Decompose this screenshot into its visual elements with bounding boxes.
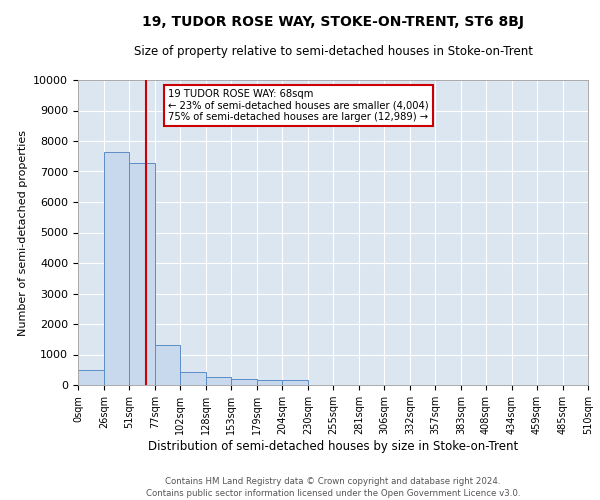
Bar <box>180 372 206 385</box>
Bar <box>155 346 180 385</box>
Text: 19, TUDOR ROSE WAY, STOKE-ON-TRENT, ST6 8BJ: 19, TUDOR ROSE WAY, STOKE-ON-TRENT, ST6 … <box>142 15 524 29</box>
Bar <box>206 378 231 385</box>
Text: Contains HM Land Registry data © Crown copyright and database right 2024.: Contains HM Land Registry data © Crown c… <box>165 478 501 486</box>
Text: Contains public sector information licensed under the Open Government Licence v3: Contains public sector information licen… <box>146 489 520 498</box>
Bar <box>231 379 257 385</box>
Bar <box>78 370 104 385</box>
Text: 19 TUDOR ROSE WAY: 68sqm
← 23% of semi-detached houses are smaller (4,004)
75% o: 19 TUDOR ROSE WAY: 68sqm ← 23% of semi-d… <box>168 89 428 122</box>
Bar <box>104 152 129 385</box>
Bar <box>282 380 308 385</box>
X-axis label: Distribution of semi-detached houses by size in Stoke-on-Trent: Distribution of semi-detached houses by … <box>148 440 518 453</box>
Bar <box>257 380 282 385</box>
Bar <box>129 163 155 385</box>
Y-axis label: Number of semi-detached properties: Number of semi-detached properties <box>18 130 28 336</box>
Text: Size of property relative to semi-detached houses in Stoke-on-Trent: Size of property relative to semi-detach… <box>134 45 533 58</box>
